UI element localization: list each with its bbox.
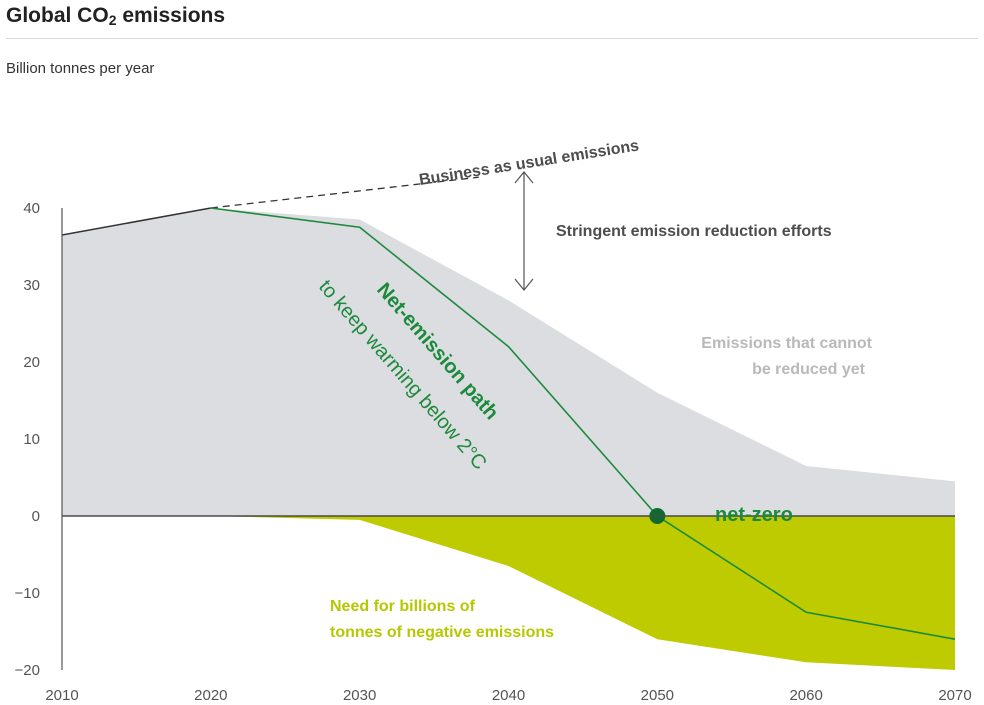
annotation-negative-line1: Need for billions of xyxy=(330,598,476,615)
annotation-negative-line2: tonnes of negative emissions xyxy=(330,624,554,641)
y-tick-label: 30 xyxy=(23,277,40,294)
series-historical-line xyxy=(61,207,211,236)
area-emissions-cannot-reduce xyxy=(62,208,955,516)
area-layer xyxy=(62,208,955,670)
reduction-arrow-head-down xyxy=(514,278,534,291)
x-tick-label: 2040 xyxy=(492,687,525,704)
x-tick-label: 2020 xyxy=(194,687,227,704)
y-tick-label: 40 xyxy=(23,200,40,217)
x-tick-label: 2070 xyxy=(938,687,971,704)
annotation-business-as-usual: Business as usual emissions xyxy=(418,137,640,189)
y-tick-label: 0 xyxy=(32,508,40,525)
reduction-arrow-head-up xyxy=(514,171,534,184)
x-tick-label: 2050 xyxy=(641,687,674,704)
annotation-net-zero: net-zero xyxy=(715,504,793,526)
x-tick-label: 2030 xyxy=(343,687,376,704)
series-net-emission-path xyxy=(210,207,956,640)
area-negative-emissions xyxy=(62,516,955,670)
y-tick-label: −20 xyxy=(15,662,40,679)
x-tick-label: 2060 xyxy=(789,687,822,704)
annotation-stringent: Stringent emission reduction efforts xyxy=(556,223,832,240)
y-tick-label: 10 xyxy=(23,431,40,448)
chart-title: Global CO2 emissions xyxy=(6,4,226,28)
annotation-cannot-reduce-line1: Emissions that cannot xyxy=(701,335,872,352)
title-divider xyxy=(6,38,978,39)
x-tick-label: 2010 xyxy=(45,687,78,704)
unit-label: Billion tonnes per year xyxy=(6,60,155,77)
y-tick-label: −10 xyxy=(15,585,40,602)
annotation-cannot-reduce-line2: be reduced yet xyxy=(752,361,866,378)
series-business-as-usual-line xyxy=(210,176,479,209)
line-layer xyxy=(61,176,956,640)
y-tick-label: 20 xyxy=(23,354,40,371)
